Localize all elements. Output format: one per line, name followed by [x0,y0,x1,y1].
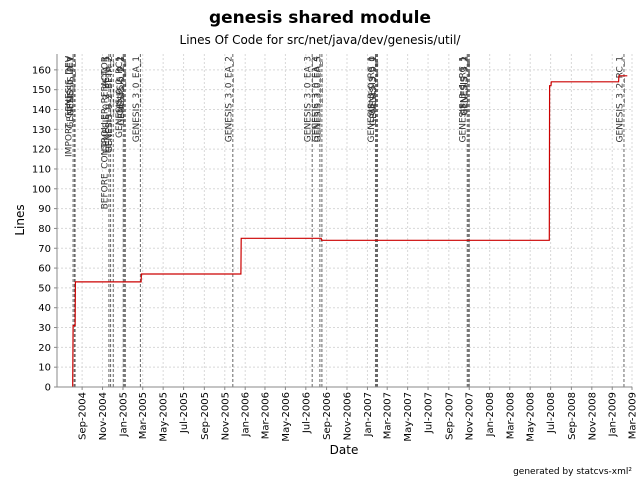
x-tick-label: Nov-2005 [220,392,231,440]
tag-marker-label: GENESIS_3_0_EA_1 [132,56,142,142]
plot-area [57,54,632,387]
tag-marker-label: GENESIS_3_0_RC_1 [367,56,377,142]
tag-marker-label: GENESIS_3_0_EA_3 [304,56,314,142]
tag-marker-label: GENESIS_0_2_BETA_1 [102,56,112,153]
y-tick-label: 50 [38,283,51,294]
y-tick-label: 150 [32,85,51,96]
y-tick-label: 0 [45,383,51,394]
y-tick-label: 110 [32,164,51,175]
x-tick-label: Mar-2005 [138,392,149,439]
y-tick-label: 90 [38,204,51,215]
x-tick-label: May-2006 [281,392,292,442]
x-tick-label: Nov-2007 [465,392,476,440]
x-tick-label: Sep-2008 [567,392,578,440]
y-tick-label: 160 [32,65,51,76]
x-tick-label: Mar-2009 [628,392,639,439]
grid-lines [57,54,633,387]
series-line [72,75,628,388]
tag-marker-label: GENESIS_0_1 [67,56,77,116]
tag-marker-label: GENESIS_0_2 [116,56,126,116]
y-tick-label: 30 [38,323,51,334]
y-tick-label: 120 [32,145,51,156]
x-tick-label: Jan-2006 [241,392,252,437]
chart-subtitle: Lines Of Code for src/net/java/dev/genes… [180,33,462,47]
x-tick-label: Nov-2006 [343,392,354,440]
x-tick-label: Jul-2005 [179,392,190,434]
tag-marker-label: GENESIS_3_0_EA_2 [224,56,234,142]
generator-credit: generated by statcvs-xml² [513,467,632,477]
y-tick-label: 20 [38,343,51,354]
x-tick-label: Sep-2007 [444,392,455,440]
x-tick-label: Sep-2004 [78,392,89,440]
x-tick-label: Jul-2007 [424,392,435,434]
x-tick-label: Jul-2008 [546,392,557,434]
x-tick-label: Jan-2008 [485,392,496,437]
x-tick-label: Jan-2005 [119,392,130,437]
x-tick-label: Sep-2005 [200,392,211,440]
tag-marker-label: GENESIS_3_0_1 [369,56,379,126]
y-tick-label: 140 [32,105,51,116]
tag-markers: IMPORT_GENESIS_DEVGENESIS_0_DEVGENESIS_0… [65,54,626,387]
tag-marker-label: IMPORT_GENESIS_DEV [65,55,75,157]
y-tick-label: 80 [38,224,51,235]
tag-marker-label: GENESIS_0_2_RC1 [115,56,125,138]
x-tick-label: Mar-2008 [505,392,516,439]
x-axis-label: Date [330,443,359,457]
x-tick-label: Nov-2004 [98,392,109,440]
x-tick-label: Mar-2006 [261,392,272,439]
x-tick-label: Jan-2009 [608,392,619,437]
tag-marker-label: GENESIS_3_0_EA_4 [311,56,321,142]
tag-marker-label: GENESIS_3_1 [460,56,470,116]
x-tick-label: Sep-2006 [322,392,333,440]
series-lines [72,75,628,388]
y-axis-label: Lines [13,204,27,235]
y-tick-label: 10 [38,363,51,374]
x-tick-label: Mar-2007 [383,392,394,439]
x-axis-ticks: Sep-2004 Nov-2004 Jan-2005 Mar-2005 May-2005… [78,387,639,442]
x-tick-label: May-2008 [526,392,537,442]
y-tick-label: 130 [32,125,51,136]
tag-marker-label: GENESIS_3_0_EA_5 [313,56,323,142]
y-tick-label: 100 [32,184,51,195]
chart-title: genesis shared module [209,8,431,28]
x-tick-label: Jan-2007 [363,392,374,437]
x-tick-label: May-2007 [403,392,414,442]
tag-marker-label: GENESIS_0_2_1 [117,56,127,126]
tag-marker-label: GENESIS_3_0 [368,56,378,116]
tag-marker-label: GENESIS_3_2_RC_1 [616,56,626,142]
tag-marker-label: GENESIS_0_2_BETA_2 [105,56,115,153]
x-tick-label: Nov-2008 [587,392,598,440]
x-tick-label: May-2005 [159,392,170,442]
y-tick-label: 40 [38,303,51,314]
y-tick-label: 70 [38,244,51,255]
y-axis-ticks: 0 10 20 30 40 50 60 70 80 90 100 110 120 130 140 150 160 [32,65,57,394]
y-tick-label: 60 [38,264,51,275]
tag-marker-label: BEFORE_CONTROLLER_REFACTOR [100,56,110,209]
tag-marker-label: GENESIS_3_1_RC_1 [459,56,469,142]
tag-marker-label: GENESIS_0_DEV [66,55,76,129]
tag-marker-label: GENESIS_3_2 [461,56,471,116]
x-tick-label: Jul-2006 [301,392,312,434]
